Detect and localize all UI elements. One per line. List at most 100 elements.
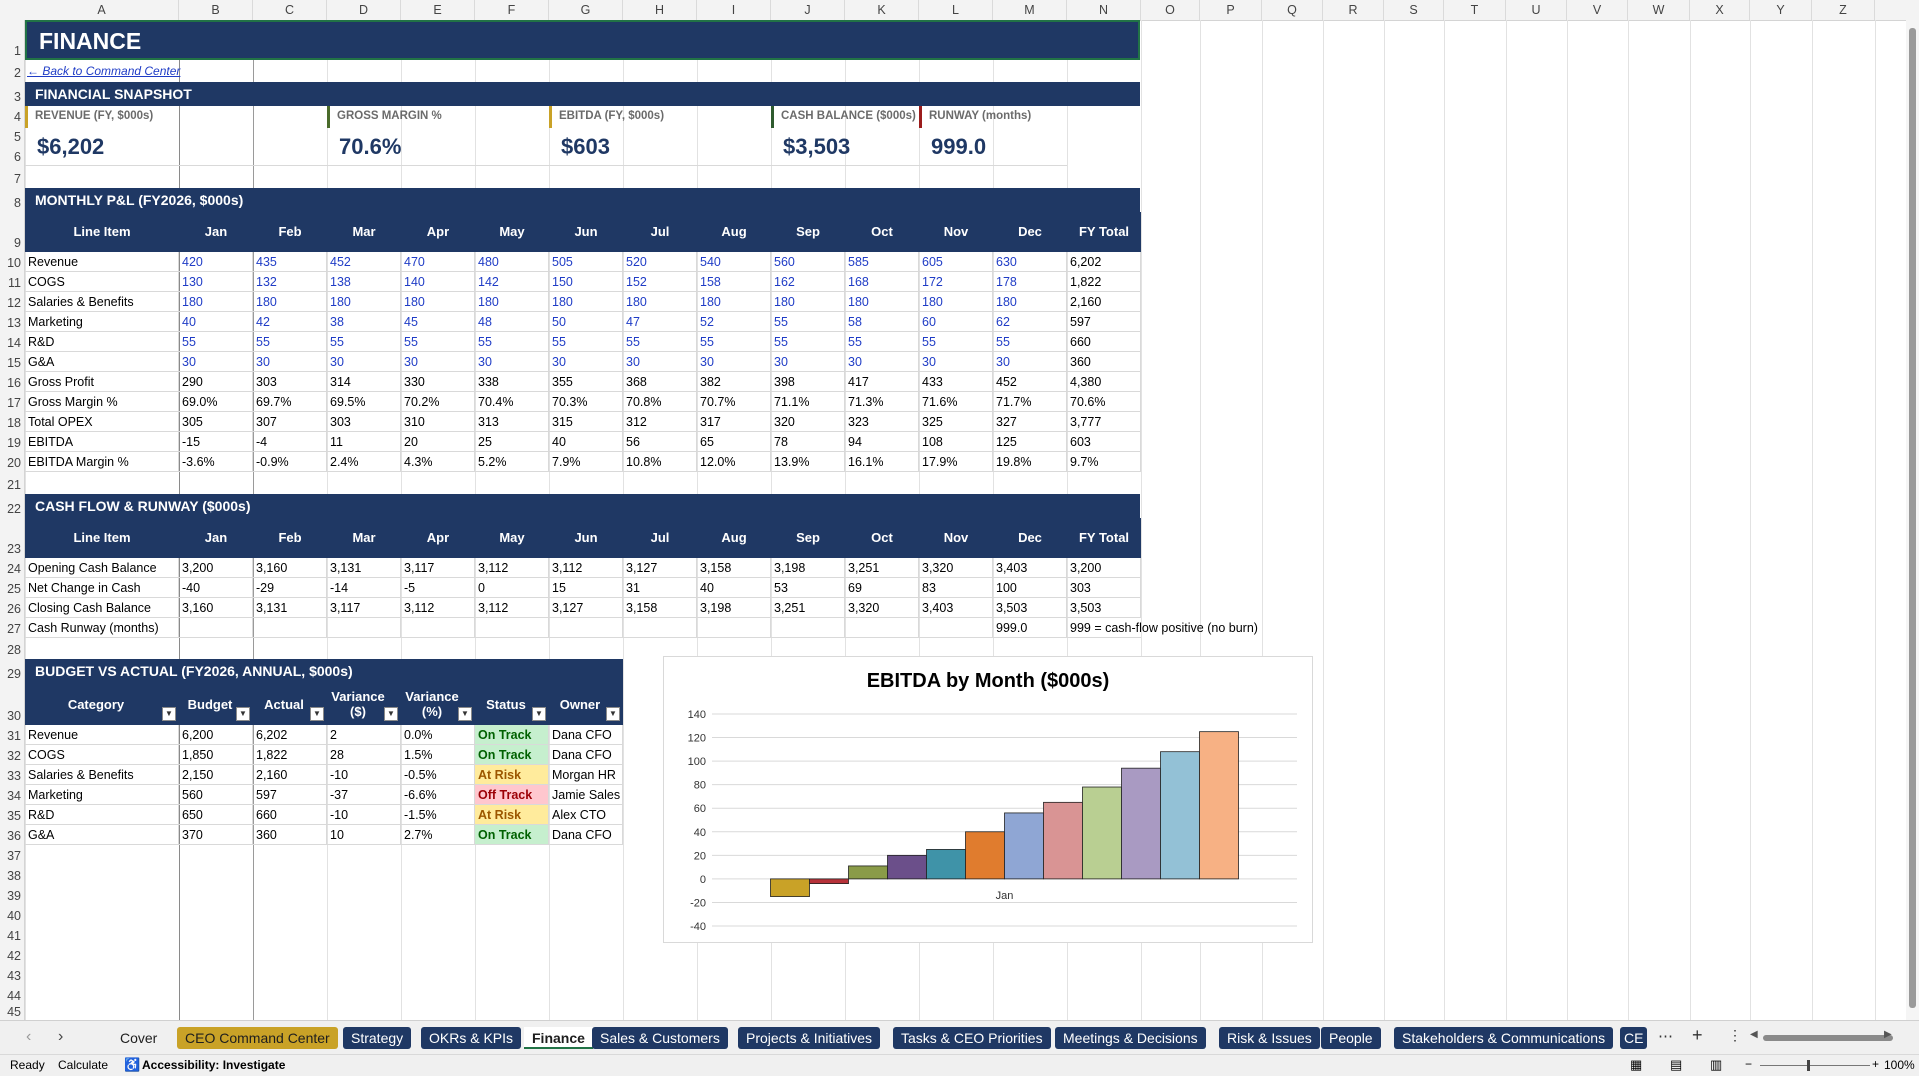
cash-cell[interactable]: 3,131 [253, 598, 327, 618]
filter-dropdown-icon[interactable]: ▼ [162, 707, 176, 721]
column-header-y[interactable]: Y [1750, 0, 1812, 20]
pl-cell[interactable]: 312 [623, 412, 697, 432]
pl-cell[interactable]: 3,777 [1067, 412, 1141, 432]
row-header-29[interactable]: 29 [7, 667, 21, 681]
pl-cell[interactable]: 17.9% [919, 452, 993, 472]
pl-cell[interactable]: 70.6% [1067, 392, 1141, 412]
pl-cell[interactable]: 172 [919, 272, 993, 292]
pl-cell[interactable]: -0.9% [253, 452, 327, 472]
pl-cell[interactable]: 4,380 [1067, 372, 1141, 392]
tab-sales-customers[interactable]: Sales & Customers [592, 1027, 728, 1049]
pl-cell[interactable]: 55 [771, 332, 845, 352]
bva-row-label[interactable]: Revenue [25, 725, 179, 745]
cash-cell[interactable]: -5 [401, 578, 475, 598]
column-header-i[interactable]: I [697, 0, 771, 20]
pl-cell[interactable]: 180 [623, 292, 697, 312]
row-header-12[interactable]: 12 [7, 296, 21, 310]
bva-cell[interactable]: 1,850 [179, 745, 253, 765]
pl-cell[interactable]: 30 [549, 352, 623, 372]
pl-cell[interactable]: 303 [253, 372, 327, 392]
bva-cell[interactable]: 597 [253, 785, 327, 805]
bva-cell[interactable]: 1.5% [401, 745, 475, 765]
pl-row-label[interactable]: G&A [25, 352, 179, 372]
zoom-level[interactable]: 100% [1884, 1058, 1915, 1072]
bva-cell[interactable]: -10 [327, 765, 401, 785]
row-header-32[interactable]: 32 [7, 749, 21, 763]
pl-cell[interactable]: 433 [919, 372, 993, 392]
more-tabs-icon[interactable]: ⋯ [1658, 1028, 1673, 1045]
pl-cell[interactable]: 30 [401, 352, 475, 372]
sheet-title-bar[interactable]: FINANCE [25, 20, 1140, 60]
zoom-out-icon[interactable]: − [1745, 1057, 1753, 1071]
vertical-scrollbar[interactable] [1906, 20, 1919, 1020]
pl-cell[interactable]: 320 [771, 412, 845, 432]
cash-cell[interactable]: 3,503 [993, 598, 1067, 618]
pl-cell[interactable]: 42 [253, 312, 327, 332]
pl-cell[interactable]: 12.0% [697, 452, 771, 472]
pl-cell[interactable]: 60 [919, 312, 993, 332]
pl-cell[interactable]: 420 [179, 252, 253, 272]
tab-finance[interactable]: Finance [524, 1027, 593, 1049]
pl-cell[interactable]: 180 [549, 292, 623, 312]
cash-cell[interactable]: 3,131 [327, 558, 401, 578]
cash-row-label[interactable]: Net Change in Cash [25, 578, 179, 598]
pl-cell[interactable]: 315 [549, 412, 623, 432]
column-header-f[interactable]: F [475, 0, 549, 20]
pl-cell[interactable]: 2.4% [327, 452, 401, 472]
pl-cell[interactable]: 55 [623, 332, 697, 352]
row-header-6[interactable]: 6 [14, 150, 21, 164]
pl-cell[interactable]: 603 [1067, 432, 1141, 452]
pl-cell[interactable]: 70.7% [697, 392, 771, 412]
status-badge[interactable]: At Risk [475, 805, 549, 825]
pl-cell[interactable]: 55 [771, 312, 845, 332]
chart-bar-jun[interactable] [965, 831, 1005, 880]
pl-cell[interactable]: 178 [993, 272, 1067, 292]
column-header-m[interactable]: M [993, 0, 1067, 20]
tab-scroll-left-icon[interactable]: ‹ [26, 1028, 32, 1045]
row-header-21[interactable]: 21 [7, 478, 21, 492]
pl-cell[interactable]: 138 [327, 272, 401, 292]
pl-cell[interactable]: 4.3% [401, 452, 475, 472]
ebitda-chart[interactable]: EBITDA by Month ($000s) -40 -20 0 20 40 60 80 1… [663, 656, 1313, 943]
pl-cell[interactable]: 30 [919, 352, 993, 372]
bva-cell[interactable]: -10 [327, 805, 401, 825]
tab-cover[interactable]: Cover [120, 1030, 158, 1046]
column-header-e[interactable]: E [401, 0, 475, 20]
row-header-26[interactable]: 26 [7, 602, 21, 616]
chart-bar-feb[interactable] [809, 878, 849, 884]
bva-cell[interactable]: 2,150 [179, 765, 253, 785]
pl-row-label[interactable]: Marketing [25, 312, 179, 332]
column-header-k[interactable]: K [845, 0, 919, 20]
row-header-37[interactable]: 37 [7, 849, 21, 863]
tab-okrs-kpis[interactable]: OKRs & KPIs [421, 1027, 522, 1049]
pl-cell[interactable]: 605 [919, 252, 993, 272]
filter-dropdown-icon[interactable]: ▼ [236, 707, 250, 721]
row-header-36[interactable]: 36 [7, 829, 21, 843]
bva-cell[interactable]: -1.5% [401, 805, 475, 825]
cash-cell[interactable]: 3,127 [549, 598, 623, 618]
status-badge[interactable]: At Risk [475, 765, 549, 785]
cash-cell[interactable]: 69 [845, 578, 919, 598]
row-header-45[interactable]: 45 [7, 1005, 21, 1019]
column-header-x[interactable]: X [1690, 0, 1750, 20]
pl-cell[interactable]: 480 [475, 252, 549, 272]
bva-cell[interactable]: 560 [179, 785, 253, 805]
pl-cell[interactable]: -4 [253, 432, 327, 452]
cash-cell[interactable]: 3,112 [475, 598, 549, 618]
pl-cell[interactable]: 108 [919, 432, 993, 452]
pl-cell[interactable]: 25 [475, 432, 549, 452]
pl-cell[interactable]: 30 [623, 352, 697, 372]
pl-cell[interactable]: 158 [697, 272, 771, 292]
pl-cell[interactable]: 520 [623, 252, 697, 272]
pl-cell[interactable]: 19.8% [993, 452, 1067, 472]
pl-cell[interactable]: 125 [993, 432, 1067, 452]
pl-cell[interactable]: 152 [623, 272, 697, 292]
pl-cell[interactable]: 150 [549, 272, 623, 292]
pl-cell[interactable]: 50 [549, 312, 623, 332]
tab-stakeholders-communications[interactable]: Stakeholders & Communications [1394, 1027, 1614, 1049]
pl-cell[interactable]: 180 [845, 292, 919, 312]
cash-cell[interactable]: 999.0 [993, 618, 1067, 638]
pl-cell[interactable]: 55 [401, 332, 475, 352]
column-header-w[interactable]: W [1628, 0, 1690, 20]
column-header-v[interactable]: V [1567, 0, 1628, 20]
